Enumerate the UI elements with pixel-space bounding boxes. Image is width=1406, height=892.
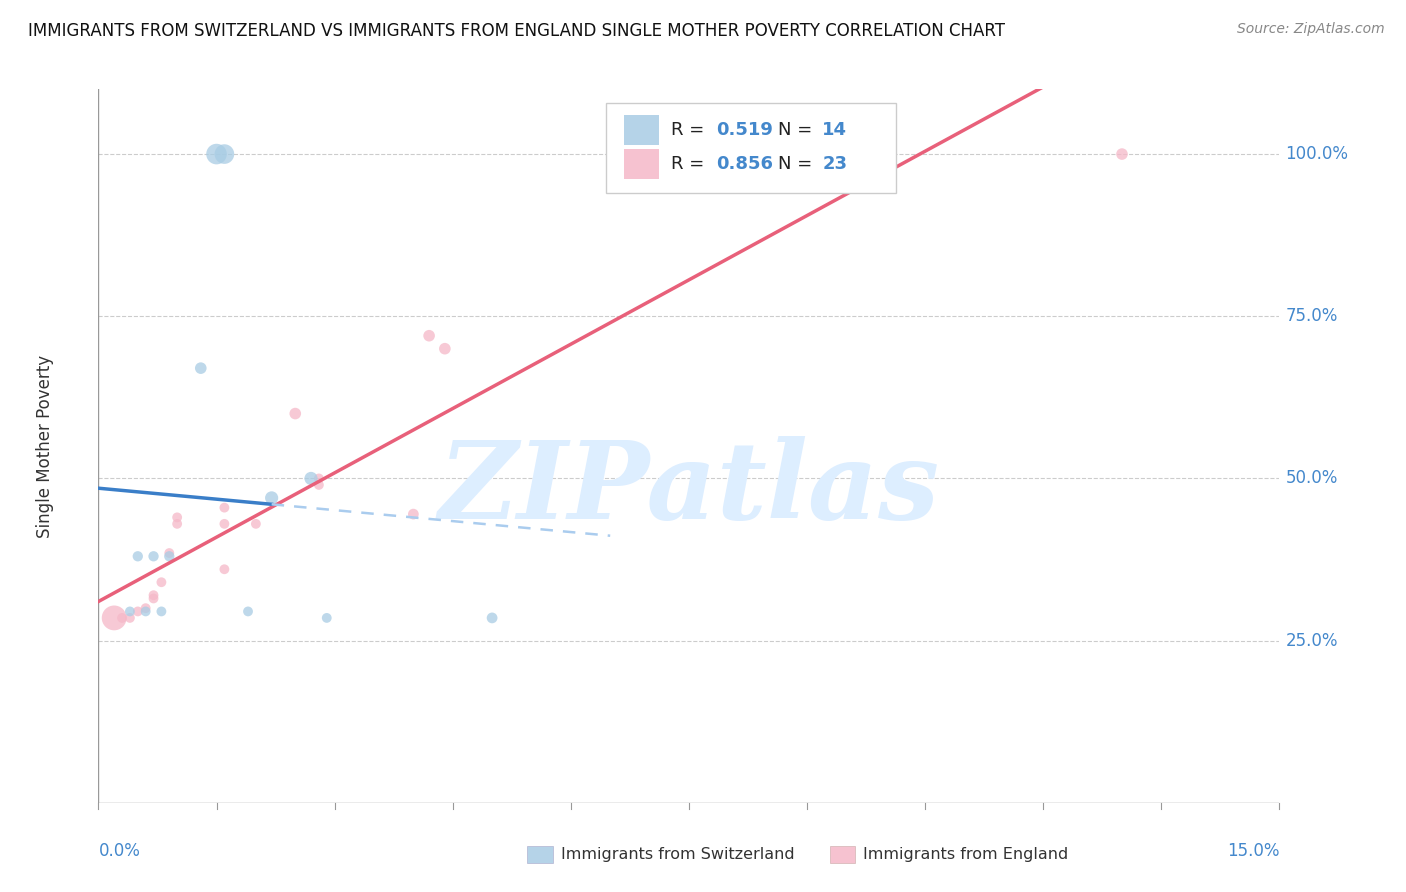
- Text: 14: 14: [823, 121, 848, 139]
- Text: Immigrants from Switzerland: Immigrants from Switzerland: [561, 847, 794, 862]
- Point: [481, 611, 503, 625]
- Point: [827, 147, 849, 161]
- Point: [118, 604, 141, 618]
- Text: 50.0%: 50.0%: [1285, 469, 1337, 487]
- Text: 75.0%: 75.0%: [1285, 307, 1337, 326]
- Point: [245, 516, 267, 531]
- Point: [205, 147, 228, 161]
- Point: [103, 611, 125, 625]
- Point: [135, 601, 157, 615]
- FancyBboxPatch shape: [624, 115, 659, 145]
- Text: IMMIGRANTS FROM SWITZERLAND VS IMMIGRANTS FROM ENGLAND SINGLE MOTHER POVERTY COR: IMMIGRANTS FROM SWITZERLAND VS IMMIGRANT…: [28, 22, 1005, 40]
- Text: N =: N =: [778, 121, 817, 139]
- Point: [284, 407, 307, 421]
- Text: R =: R =: [671, 155, 710, 173]
- Point: [142, 588, 165, 602]
- Point: [214, 516, 236, 531]
- Point: [166, 516, 188, 531]
- Text: R =: R =: [671, 121, 710, 139]
- Point: [418, 328, 440, 343]
- Point: [127, 604, 149, 618]
- Text: Source: ZipAtlas.com: Source: ZipAtlas.com: [1237, 22, 1385, 37]
- Point: [166, 510, 188, 524]
- Point: [150, 604, 173, 618]
- Point: [150, 575, 173, 590]
- Text: ZIPatlas: ZIPatlas: [439, 436, 939, 541]
- Text: 25.0%: 25.0%: [1285, 632, 1339, 649]
- Text: 0.856: 0.856: [716, 155, 773, 173]
- Point: [308, 471, 330, 485]
- Text: 0.519: 0.519: [716, 121, 773, 139]
- Point: [190, 361, 212, 376]
- Text: 23: 23: [823, 155, 848, 173]
- Text: 0.0%: 0.0%: [98, 842, 141, 860]
- Point: [118, 611, 141, 625]
- Text: Single Mother Poverty: Single Mother Poverty: [37, 354, 55, 538]
- Point: [796, 147, 818, 161]
- Point: [308, 478, 330, 492]
- Point: [402, 507, 425, 521]
- Point: [142, 591, 165, 606]
- Point: [214, 147, 236, 161]
- Point: [111, 611, 134, 625]
- Text: N =: N =: [778, 155, 817, 173]
- Point: [214, 562, 236, 576]
- Text: 15.0%: 15.0%: [1227, 842, 1279, 860]
- Point: [157, 546, 180, 560]
- Point: [315, 611, 337, 625]
- Point: [433, 342, 456, 356]
- Point: [260, 491, 283, 505]
- Text: Immigrants from England: Immigrants from England: [863, 847, 1069, 862]
- Text: 100.0%: 100.0%: [1285, 145, 1348, 163]
- Point: [299, 471, 322, 485]
- Point: [142, 549, 165, 564]
- Point: [236, 604, 259, 618]
- Point: [1111, 147, 1133, 161]
- Point: [127, 549, 149, 564]
- Point: [157, 549, 180, 564]
- FancyBboxPatch shape: [606, 103, 896, 193]
- FancyBboxPatch shape: [624, 149, 659, 179]
- Point: [135, 604, 157, 618]
- Point: [214, 500, 236, 515]
